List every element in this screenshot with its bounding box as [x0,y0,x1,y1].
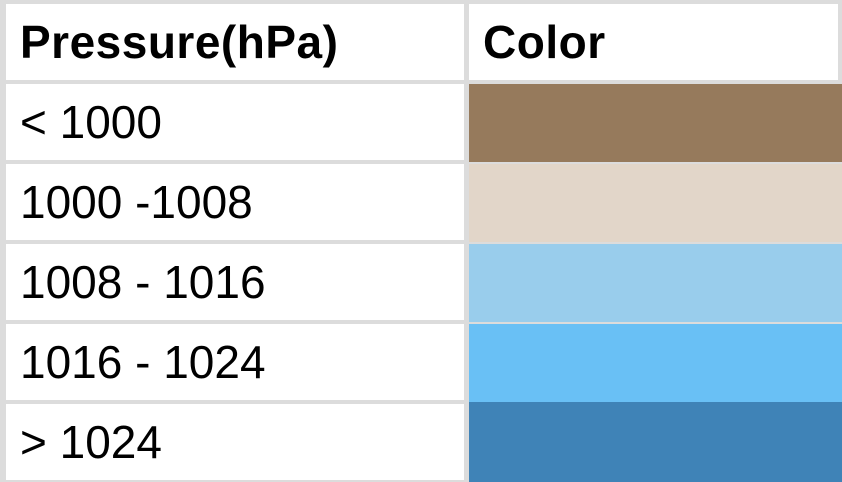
header-color: Color [469,4,838,80]
range-label-row-2: 1000 -1008 [6,164,464,240]
color-swatch-row-3 [469,244,842,322]
color-swatch-row-1 [469,84,842,162]
range-label-row-5: > 1024 [6,404,464,480]
color-swatch-row-2 [469,164,842,242]
color-swatch-row-5 [469,402,842,482]
color-swatch-row-4 [469,324,842,402]
header-pressure: Pressure(hPa) [6,4,464,80]
range-label-row-4: 1016 - 1024 [6,324,464,400]
range-label-row-3: 1008 - 1016 [6,244,464,320]
range-label-row-1: < 1000 [6,84,464,160]
